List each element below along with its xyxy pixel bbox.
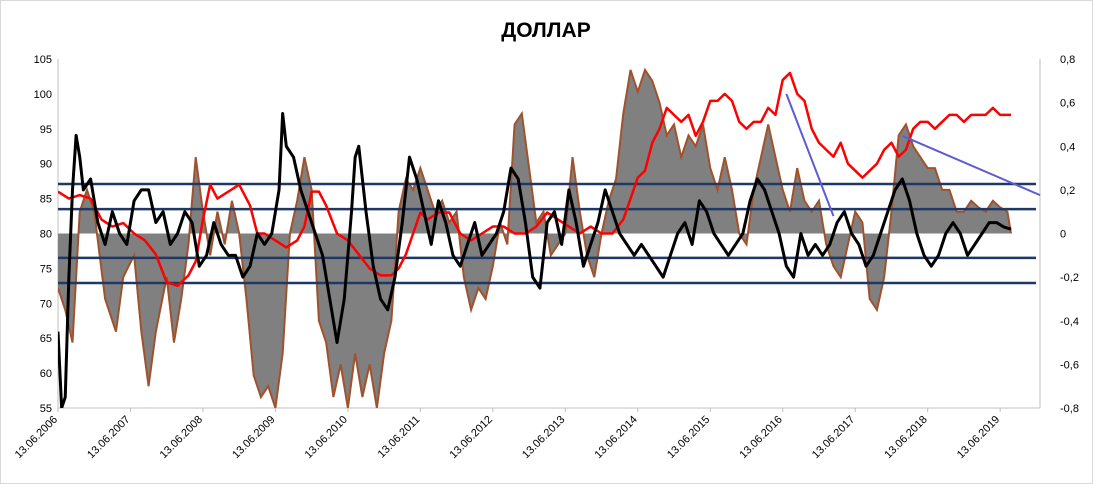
y-right-tick-label: 0,2 <box>1060 185 1075 197</box>
black-series-line <box>58 112 1012 408</box>
y-left-tick-label: 95 <box>40 124 52 136</box>
y-left-tick-label: 65 <box>40 333 52 345</box>
y-left-tick-label: 90 <box>40 159 52 171</box>
y-right-tick-label: 0,4 <box>1060 141 1075 153</box>
y-right-tick-label: -0,4 <box>1060 316 1079 328</box>
y-left-tick-label: 55 <box>40 403 52 415</box>
y-right-tick-label: 0,8 <box>1060 54 1075 66</box>
y-right-tick-label: 0,6 <box>1060 98 1075 110</box>
chart-title: ДОЛЛАР <box>501 19 590 42</box>
area-series-fill <box>58 69 1012 408</box>
red-series-line <box>58 71 1012 288</box>
area-series-line <box>58 67 1012 408</box>
y-right-tick-label: -0,6 <box>1060 359 1079 371</box>
y-left-tick-label: 85 <box>40 194 52 206</box>
y-left-tick-label: 70 <box>40 298 52 310</box>
y-right-tick-label: 0 <box>1060 229 1066 241</box>
y-left-tick-label: 105 <box>34 54 52 66</box>
y-right-tick-label: -0,8 <box>1060 403 1079 415</box>
y-right-tick-label: -0,2 <box>1060 272 1079 284</box>
y-left-tick-label: 60 <box>40 368 52 380</box>
trend-line <box>785 93 835 217</box>
y-left-tick-label: 75 <box>40 263 52 275</box>
trend-line <box>901 134 1041 197</box>
y-left-tick-label: 80 <box>40 229 52 241</box>
y-left-tick-label: 100 <box>34 89 52 101</box>
